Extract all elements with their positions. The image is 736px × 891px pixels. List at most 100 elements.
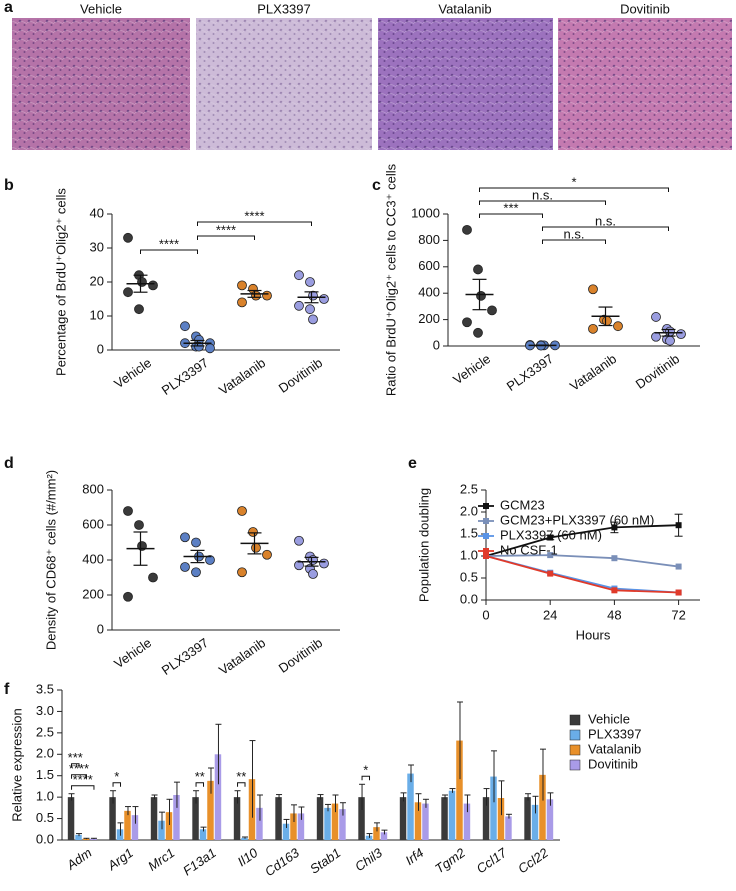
y-tick-label: 1.0 (36, 789, 54, 804)
significance-label: *** (503, 200, 518, 215)
image-texture (196, 18, 372, 150)
x-tick-label: Dovitinib (633, 351, 682, 392)
significance-bracket (542, 239, 606, 244)
bar (275, 797, 282, 840)
legend-marker (483, 533, 489, 539)
legend-marker (483, 518, 489, 524)
data-point (483, 553, 489, 559)
y-tick-label: 2.0 (460, 503, 478, 518)
x-tick-label: PLX3397 (504, 351, 556, 394)
data-point (611, 587, 618, 594)
data-point (473, 264, 483, 275)
bar (290, 813, 297, 840)
bar (414, 802, 422, 840)
data-point (319, 294, 329, 304)
x-tick-label: Dovitinib (276, 355, 325, 396)
data-point (180, 562, 190, 572)
bar (380, 832, 388, 840)
data-point (251, 542, 261, 553)
bar (165, 812, 173, 840)
y-tick-label: 1000 (411, 205, 440, 220)
x-tick-label: 48 (607, 607, 621, 622)
legend-marker (483, 548, 489, 554)
series-line (485, 524, 679, 557)
y-tick-label: 20 (90, 273, 104, 288)
significance-bracket (197, 235, 255, 240)
significance-bracket (542, 226, 669, 231)
bar (233, 797, 241, 840)
significance-label: n.s. (532, 187, 553, 202)
y-tick-label: 200 (418, 311, 440, 326)
significance-label: **** (216, 222, 236, 237)
x-tick-label: Vehicle (111, 355, 154, 391)
data-point (675, 522, 682, 529)
data-point (651, 312, 661, 322)
legend-label: PLX3397 (60 nM) (500, 527, 602, 542)
significance-bracket (361, 775, 371, 781)
data-point (588, 323, 598, 334)
data-point (205, 555, 215, 565)
bar (109, 797, 116, 840)
significance-label: * (363, 763, 368, 778)
bar (297, 813, 305, 840)
x-tick-label: Vatalanib (216, 635, 268, 678)
y-tick-label: 600 (82, 516, 104, 531)
data-point (237, 297, 247, 308)
data-point (462, 224, 472, 235)
significance-label: n.s. (564, 226, 585, 241)
bar (199, 829, 207, 840)
panel-label: d (4, 455, 14, 472)
data-point (487, 305, 497, 316)
x-tick-label: Irf4 (402, 845, 426, 868)
data-point (123, 506, 133, 516)
x-tick-label: Arg1 (104, 845, 136, 874)
bar (546, 799, 554, 840)
significance-label: n.s. (595, 213, 616, 228)
bar (531, 804, 539, 840)
bar (282, 823, 290, 840)
bar (192, 797, 199, 840)
image-title: Dovitinib (620, 1, 670, 16)
series-line (485, 555, 679, 594)
legend-label: No CSF-1 (500, 542, 558, 557)
significance-label: **** (69, 761, 89, 776)
image-texture (12, 18, 190, 150)
x-tick-label: Il10 (235, 845, 261, 870)
y-tick-label: 40 (90, 205, 104, 220)
data-point (148, 572, 158, 583)
x-tick-label: 72 (671, 607, 685, 622)
data-point (305, 277, 315, 287)
significance-label: * (571, 174, 576, 189)
x-tick-label: Dovitinib (276, 635, 325, 676)
data-point (294, 535, 304, 546)
significance-label: ** (195, 769, 205, 784)
bar (256, 807, 263, 840)
legend-label: PLX3397 (588, 726, 642, 741)
x-tick-label: Chil3 (352, 845, 386, 875)
legend-label: GCM23 (500, 497, 545, 512)
data-point (675, 563, 682, 570)
bar (463, 803, 471, 840)
bar (490, 776, 497, 840)
significance-bracket (195, 782, 205, 787)
x-tick-label: Adm (63, 845, 94, 873)
bar (373, 827, 380, 840)
bar (448, 790, 456, 840)
bar (539, 774, 546, 840)
bar (358, 797, 365, 840)
significance-bracket (71, 763, 80, 768)
data-point (462, 317, 472, 328)
data-point (547, 552, 554, 559)
image-title: Vehicle (80, 1, 122, 16)
x-tick-label: Tgm2 (432, 845, 468, 877)
data-point (319, 558, 329, 569)
y-tick-label: 3.5 (36, 681, 54, 696)
y-tick-label: 400 (418, 285, 440, 300)
data-point (611, 555, 618, 562)
data-point (602, 316, 612, 326)
bar (324, 807, 331, 840)
data-point (123, 232, 133, 243)
data-point (191, 537, 201, 548)
data-point (237, 567, 247, 578)
